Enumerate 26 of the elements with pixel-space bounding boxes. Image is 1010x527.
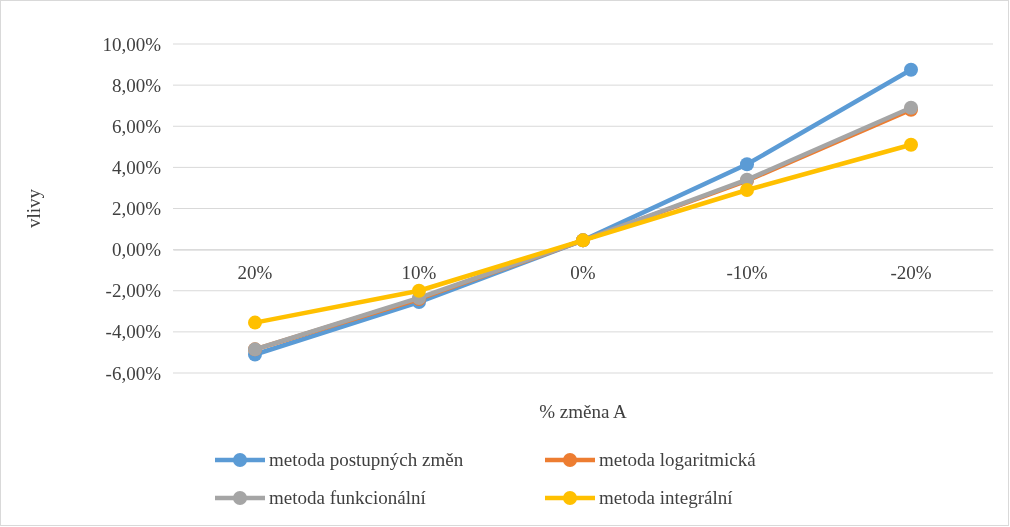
x-tick-label: 20% (237, 262, 273, 284)
point (248, 315, 262, 330)
x-axis-title: % změna A (539, 401, 628, 422)
x-tick-label: -20% (890, 262, 932, 284)
point (904, 62, 918, 77)
x-tick-label: 10% (401, 262, 437, 284)
point (740, 157, 754, 172)
point (740, 182, 754, 197)
x-tick-label: 0% (570, 262, 596, 284)
y-axis-title: vlivy (23, 188, 44, 229)
point (412, 283, 426, 298)
y-tick-label: 6,00% (111, 115, 162, 137)
y-tick-label: 0,00% (111, 239, 162, 261)
legend-label: metoda postupných změn (269, 449, 464, 470)
point (904, 137, 918, 152)
legend-label: metoda integrální (599, 487, 734, 508)
legend-label: metoda logaritmická (599, 449, 757, 470)
y-tick-label: -4,00% (105, 321, 162, 343)
y-tick-label: -6,00% (105, 362, 162, 384)
y-tick-label: -2,00% (105, 280, 162, 302)
y-tick-label: 2,00% (111, 198, 162, 220)
legend-label: metoda funkcionální (269, 487, 427, 508)
y-tick-label: 8,00% (111, 74, 162, 96)
y-tick-label: 10,00% (102, 33, 162, 55)
x-tick-label: -10% (726, 262, 768, 284)
y-tick-label: 4,00% (111, 156, 162, 178)
